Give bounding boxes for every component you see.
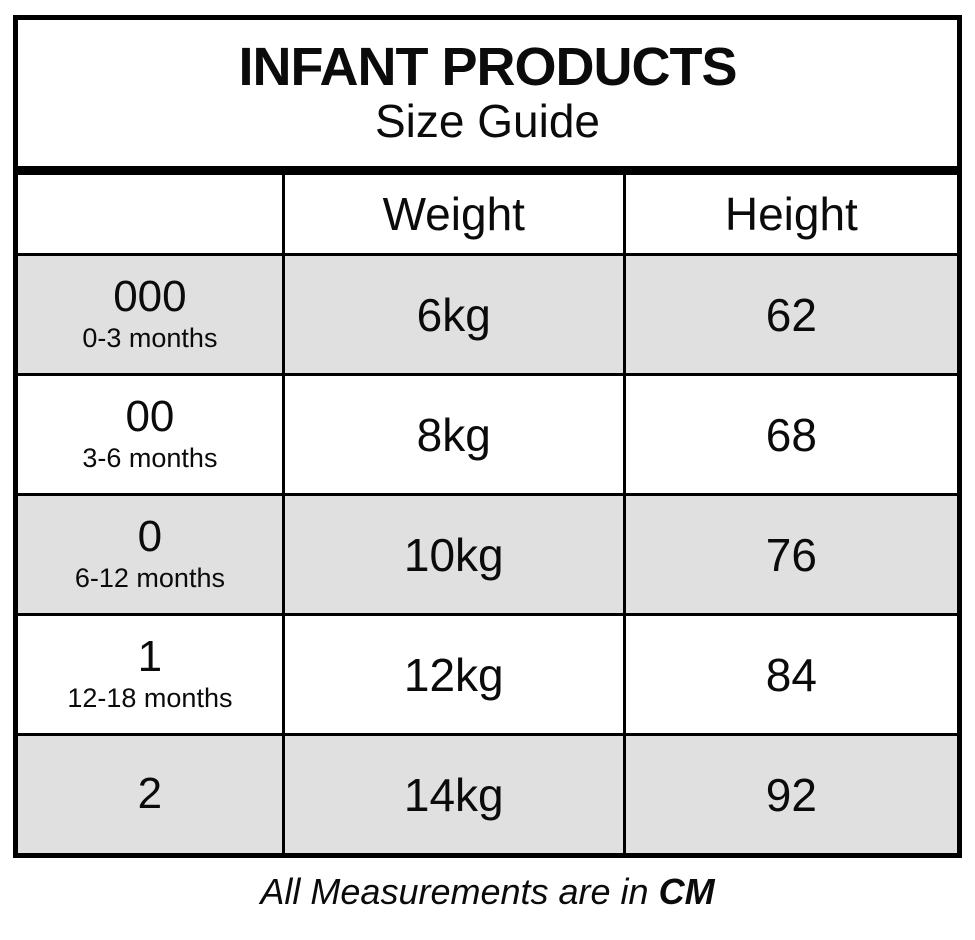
height-value-cell: 62 [622,253,957,373]
header-cell-size [18,175,282,253]
header-cell-weight: Weight [281,175,623,253]
weight-value-cell: 8kg [281,373,623,493]
table-title: INFANT PRODUCTS [238,37,738,98]
size-code: 2 [137,769,163,819]
weight-value-cell: 12kg [281,613,623,733]
size-cell: 0 6-12 months [18,493,282,613]
size-cell: 00 3-6 months [18,373,282,493]
table-subtitle: Size Guide [374,95,600,148]
size-cell: 2 [18,733,282,853]
size-grid: Weight Height 000 0-3 months 6kg 62 00 3… [18,175,957,853]
age-range: 0-3 months [82,323,218,354]
size-code: 00 [125,392,175,442]
measurement-note: All Measurements are in CM [13,871,962,913]
table-title-block: INFANT PRODUCTS Size Guide [18,20,957,175]
height-value-cell: 68 [622,373,957,493]
size-code: 000 [113,272,187,322]
weight-value-cell: 6kg [281,253,623,373]
age-range: 3-6 months [82,443,218,474]
height-value-cell: 92 [622,733,957,853]
size-cell: 000 0-3 months [18,253,282,373]
header-cell-height: Height [622,175,957,253]
measurement-unit: CM [658,871,715,912]
weight-value-cell: 14kg [281,733,623,853]
size-cell: 1 12-18 months [18,613,282,733]
size-guide-table: INFANT PRODUCTS Size Guide Weight Height… [13,15,962,858]
height-value-cell: 84 [622,613,957,733]
age-range: 12-18 months [67,683,233,714]
weight-value-cell: 10kg [281,493,623,613]
size-code: 0 [137,512,163,562]
measurement-note-text: All Measurements are in [260,871,659,912]
height-value-cell: 76 [622,493,957,613]
age-range: 6-12 months [74,563,225,594]
size-code: 1 [137,632,163,682]
